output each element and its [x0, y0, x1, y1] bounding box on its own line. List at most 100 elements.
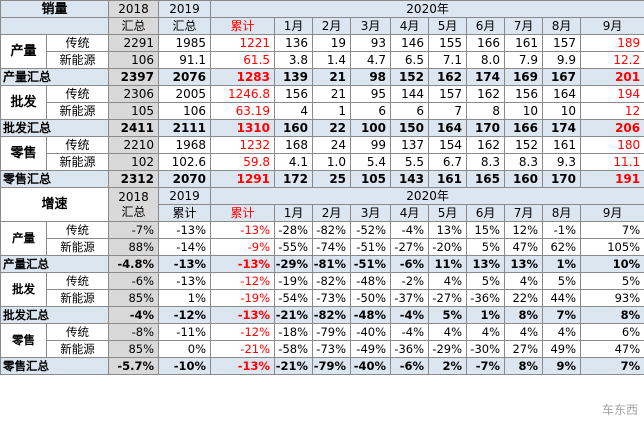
value-cell: 95: [350, 85, 392, 103]
value-cell: 164: [428, 119, 468, 137]
value-cell: 157: [542, 34, 582, 52]
value-cell: -4%: [390, 306, 430, 324]
value-cell: -21%: [210, 340, 276, 358]
value-cell: 8%: [504, 357, 544, 375]
value-cell: 7.9: [504, 51, 544, 69]
summary-row: 产量汇总 -4.8% -13% -13% -29% -81% -51% -6% 11% 13% 13…: [0, 255, 644, 273]
value-cell: 5%: [580, 272, 644, 290]
header-month: 8月: [542, 17, 582, 35]
value-cell: 5.5: [390, 153, 430, 171]
growth-header-month: 累计: [210, 204, 276, 222]
value-cell: 150: [390, 119, 430, 137]
value-cell: 156: [504, 85, 544, 103]
value-cell: -12%: [158, 306, 212, 324]
table-row: 新能源 88% -14% -9% -55% -74% -51% -27% -20% 5% 47% 62…: [1, 238, 644, 256]
value-cell: 4%: [504, 323, 544, 341]
value-cell: 99: [350, 136, 392, 154]
value-2018: 2312: [108, 170, 160, 188]
value-cell: 100: [350, 119, 392, 137]
value-cell: 1%: [158, 289, 212, 307]
value-cell: 168: [274, 136, 314, 154]
value-cell: -21%: [274, 357, 314, 375]
value-cell: 4%: [466, 323, 506, 341]
value-cell: -4%: [390, 323, 430, 341]
header-2019: 2019: [158, 0, 212, 18]
value-cell: 1291: [210, 170, 276, 188]
value-cell: 4%: [428, 323, 468, 341]
value-cell: 152: [390, 68, 430, 86]
value-cell: 194: [580, 85, 644, 103]
value-cell: 189: [580, 34, 644, 52]
value-cell: 13%: [428, 221, 468, 239]
header-month: 4月: [390, 17, 430, 35]
value-2019: 102.6: [158, 153, 212, 171]
value-cell: -13%: [158, 255, 212, 273]
value-cell: 155: [428, 34, 468, 52]
value-cell: -58%: [274, 340, 314, 358]
value-cell: -79%: [312, 323, 352, 341]
value-cell: -12%: [210, 272, 276, 290]
value-cell: -51%: [350, 255, 392, 273]
value-cell: 4%: [428, 272, 468, 290]
row-label: 传统: [45, 34, 110, 52]
value-cell: -82%: [312, 221, 352, 239]
growth-header-month: 8月: [542, 204, 582, 222]
value-2018: 2291: [108, 34, 160, 52]
row-label: 传统: [45, 323, 110, 341]
value-cell: 162: [466, 85, 506, 103]
growth-2018-sum: 汇总: [121, 204, 146, 219]
summary-label: 批发汇总: [0, 306, 110, 324]
value-cell: 139: [274, 68, 314, 86]
group-label: 批发: [0, 272, 47, 307]
value-cell: 1232: [210, 136, 276, 154]
value-cell: 8.0: [466, 51, 506, 69]
growth-header-2018: 2018 汇总: [108, 187, 160, 222]
value-cell: 6%: [580, 323, 644, 341]
sales-header-row: 汇总 汇总 累计 1月 2月 3月 4月 5月 6月 7月 8月 9月: [0, 17, 644, 35]
header-month: 3月: [350, 17, 392, 35]
table-row: 批发 传统 -6% -13% -12% -19% -82% -48% -2% 4% 5% 4% 5% 5%: [0, 272, 644, 307]
row-label: 新能源: [45, 153, 110, 171]
value-cell: -28%: [274, 221, 314, 239]
value-2019: 91.1: [158, 51, 212, 69]
value-cell: 5%: [428, 306, 468, 324]
value-cell: 12%: [504, 221, 544, 239]
header-month: 1月: [274, 17, 314, 35]
value-cell: 180: [580, 136, 644, 154]
value-cell: 3.8: [274, 51, 314, 69]
value-cell: -10%: [158, 357, 212, 375]
sales-title: 销量: [0, 0, 110, 18]
value-cell: -18%: [274, 323, 314, 341]
value-cell: -7%: [466, 357, 506, 375]
value-cell: -55%: [274, 238, 314, 256]
value-cell: 174: [542, 119, 582, 137]
row-label: 传统: [45, 85, 110, 103]
value-cell: 27%: [504, 340, 544, 358]
value-cell: 170: [542, 170, 582, 188]
group-label: 批发: [0, 85, 47, 120]
value-cell: -82%: [312, 306, 352, 324]
value-cell: -73%: [312, 340, 352, 358]
value-cell: 156: [274, 85, 314, 103]
group-label: 产量: [0, 34, 47, 69]
value-cell: 162: [466, 136, 506, 154]
value-cell: -52%: [350, 221, 392, 239]
value-cell: -27%: [390, 238, 430, 256]
value-cell: 5.4: [350, 153, 392, 171]
value-cell: 10%: [580, 255, 644, 273]
value-cell: 1283: [210, 68, 276, 86]
value-cell: 59.8: [210, 153, 276, 171]
growth-2018-year: 2018: [118, 189, 149, 204]
value-cell: -1%: [542, 221, 582, 239]
value-2018: 85%: [108, 340, 160, 358]
value-2018: -8%: [108, 323, 160, 341]
value-2019: 2005: [158, 85, 212, 103]
growth-header-row: 增速 2018 汇总 2019 2020年: [0, 187, 644, 222]
value-2018: 88%: [108, 238, 160, 256]
value-cell: -13%: [210, 306, 276, 324]
value-cell: -81%: [312, 255, 352, 273]
value-cell: 172: [274, 170, 314, 188]
value-cell: -82%: [312, 272, 352, 290]
summary-label: 零售汇总: [0, 357, 110, 375]
